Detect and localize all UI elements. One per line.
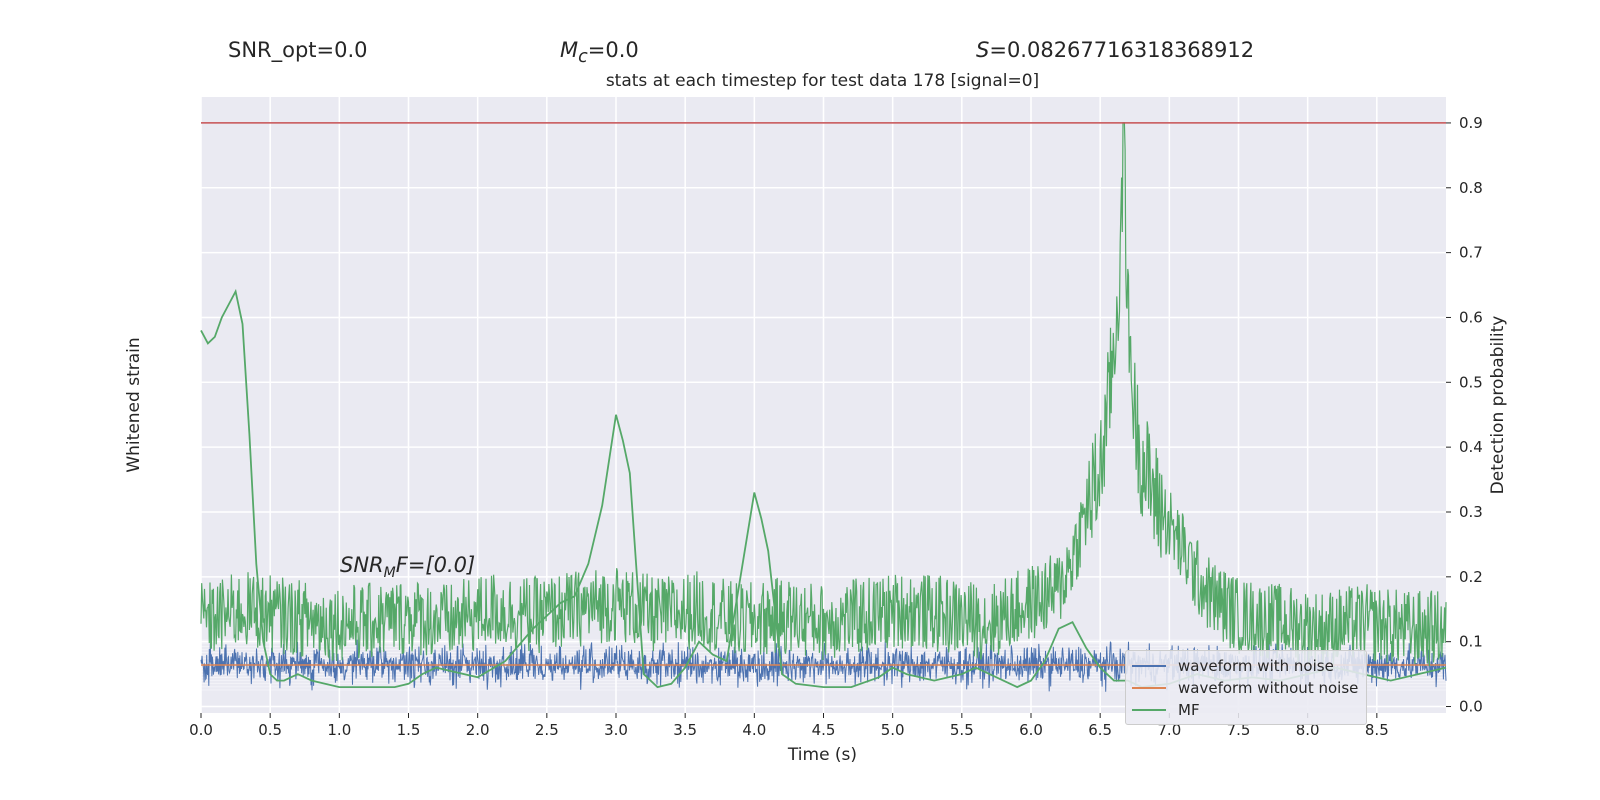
x-tick-label: 0.5 xyxy=(258,721,282,739)
snr-opt-label: SNR_opt=0.0 xyxy=(228,38,368,62)
legend-swatch-noise xyxy=(1132,665,1166,667)
series-line-detection-probability xyxy=(200,122,1447,667)
y-tick-label: 0.7 xyxy=(1459,244,1483,262)
x-tick-label: 3.0 xyxy=(604,721,628,739)
x-tick-label: 4.0 xyxy=(742,721,766,739)
snr-mf-subscript: M xyxy=(383,565,396,582)
x-tick-label: 4.5 xyxy=(812,721,836,739)
x-tick-label: 1.5 xyxy=(397,721,421,739)
x-tick-label: 5.0 xyxy=(881,721,905,739)
y-tick-label: 0.2 xyxy=(1459,568,1483,586)
mc-symbol: M xyxy=(560,38,579,62)
y-tick-label: 0.1 xyxy=(1459,633,1483,651)
legend-item-clean: waveform without noise xyxy=(1132,677,1358,699)
mc-value: =0.0 xyxy=(587,38,639,62)
legend-item-mf: MF xyxy=(1132,699,1200,721)
mc-subscript: c xyxy=(578,47,588,68)
x-axis-label: Time (s) xyxy=(787,745,858,765)
snr-mf-value: F=[0.0] xyxy=(395,553,476,577)
y-tick-label: 0.9 xyxy=(1459,114,1483,132)
snr-mf-annotation: SNRMF=[0.0] xyxy=(340,553,475,581)
x-tick-label: 8.5 xyxy=(1365,721,1389,739)
snr-mf-symbol: SNR xyxy=(340,553,384,577)
s-symbol: S xyxy=(976,38,990,62)
y-tick-label: 0.8 xyxy=(1459,179,1483,197)
x-tick-label: 6.0 xyxy=(1019,721,1043,739)
x-tick-label: 1.0 xyxy=(327,721,351,739)
legend-swatch-clean xyxy=(1132,687,1166,689)
s-label: S=0.08267716318368912 xyxy=(976,38,1254,62)
x-tick-label: 3.5 xyxy=(673,721,697,739)
x-tick-label: 8.0 xyxy=(1296,721,1320,739)
y-tick-label: 0.6 xyxy=(1459,308,1483,326)
legend-label-clean: waveform without noise xyxy=(1178,679,1359,697)
legend-swatch-mf xyxy=(1132,709,1166,711)
y-tick-label: 0.3 xyxy=(1459,503,1483,521)
legend-label-mf: MF xyxy=(1178,701,1200,719)
legend-item-noise: waveform with noise xyxy=(1132,655,1334,677)
chart-title: stats at each timestep for test data 178… xyxy=(605,71,1040,91)
x-tick-label: 7.0 xyxy=(1157,721,1181,739)
x-tick-label: 2.5 xyxy=(535,721,559,739)
x-tick-label: 5.5 xyxy=(950,721,974,739)
y-tick-label: 0.4 xyxy=(1459,438,1483,456)
y-tick-label: 0.0 xyxy=(1459,698,1483,716)
x-tick-label: 7.5 xyxy=(1227,721,1251,739)
series-line-mf xyxy=(200,288,1447,689)
x-tick-label: 2.0 xyxy=(466,721,490,739)
x-tick-label: 6.5 xyxy=(1088,721,1112,739)
mc-label: Mc=0.0 xyxy=(560,38,639,67)
y-axis-label-left: Whitened strain xyxy=(124,337,144,473)
chart-legend: waveform with noise waveform without noi… xyxy=(1125,650,1367,725)
y-tick-label: 0.5 xyxy=(1459,373,1483,391)
legend-label-noise: waveform with noise xyxy=(1178,657,1334,675)
y-axis-label-right: Detection probability xyxy=(1488,315,1508,495)
x-tick-label: 0.0 xyxy=(189,721,213,739)
s-value: =0.08267716318368912 xyxy=(989,38,1255,62)
